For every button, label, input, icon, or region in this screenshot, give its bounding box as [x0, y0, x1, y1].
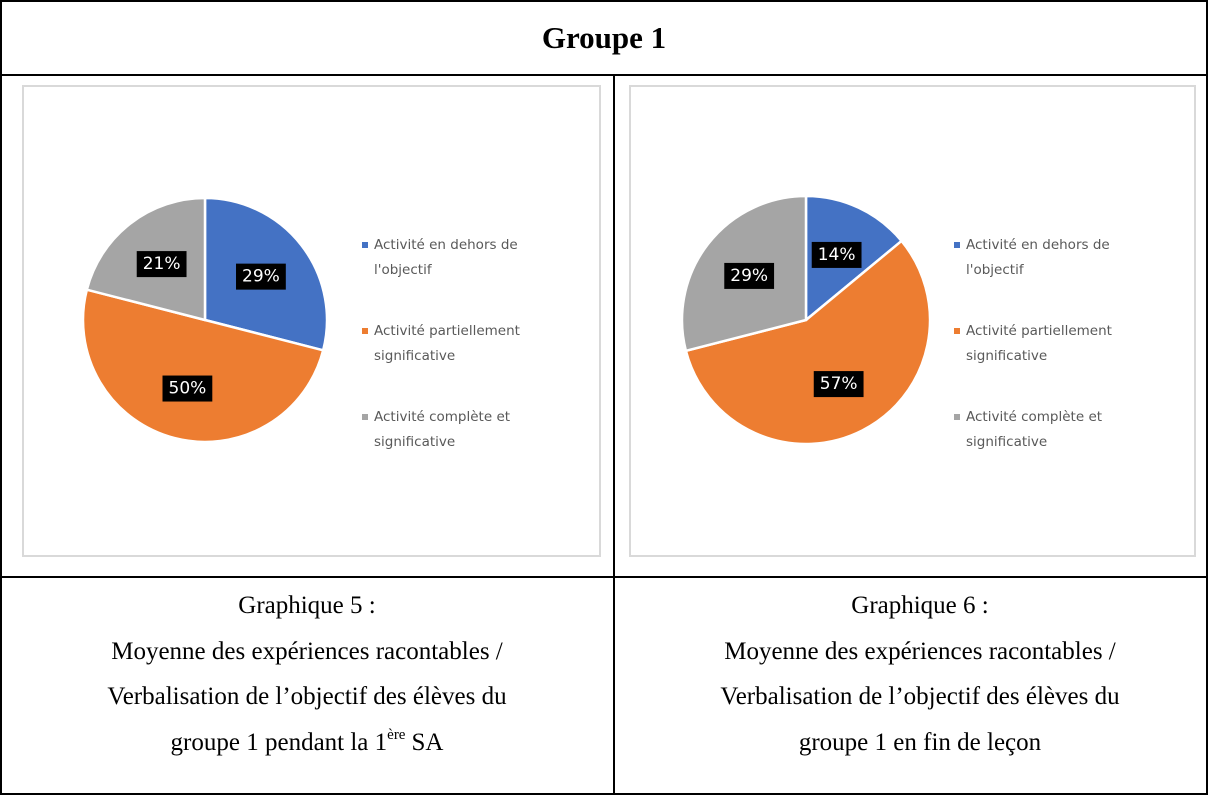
chart-box — [22, 85, 601, 557]
pie-slice — [81, 288, 325, 444]
border — [613, 75, 615, 795]
legend-swatch — [362, 328, 368, 334]
caption-sup: ère — [387, 726, 406, 743]
data-label-text: 29% — [242, 267, 280, 287]
legend: Activité en dehors de l'objectif Activité… — [362, 233, 547, 491]
caption: Graphique 5 : Moyenne des expériences rac… — [1, 583, 613, 765]
data-label-bg — [236, 263, 286, 290]
data-label-text: 21% — [143, 254, 181, 274]
data-label-bg — [136, 251, 187, 278]
legend-swatch — [362, 414, 368, 420]
data-label: 14% — [811, 241, 862, 268]
legend-label: Activité partiellement significative — [374, 323, 520, 364]
caption-line: Verbalisation de l’objectif des élèves d… — [1, 674, 613, 720]
caption-text: groupe 1 pendant la 1 — [170, 728, 388, 756]
legend-label: Activité complète et significative — [374, 409, 511, 450]
caption-line: groupe 1 en fin de leçon — [614, 720, 1208, 766]
caption-text: Verbalisation de l’objectif des élèves d… — [720, 683, 1120, 710]
caption-tail: SA — [411, 728, 444, 756]
data-label-bg — [811, 241, 862, 268]
legend: Activité en dehors de l'objectif Activité… — [954, 233, 1139, 491]
legend-label: Activité en dehors de l'objectif — [374, 237, 518, 278]
data-label: 50% — [162, 375, 213, 402]
legend-item: Activité en dehors de l'objectif — [362, 233, 547, 283]
legend-item: Activité complète et significative — [954, 405, 1139, 455]
data-label-text: 57% — [820, 374, 858, 394]
data-label-text: 50% — [169, 379, 207, 399]
legend-label: Activité complète et significative — [966, 409, 1103, 450]
caption-line: Moyenne des expériences racontables / — [1, 629, 613, 675]
caption: Graphique 6 : Moyenne des expériences rac… — [614, 583, 1208, 765]
legend-swatch — [362, 242, 368, 248]
border — [0, 793, 1208, 795]
legend-item: Activité partiellement significative — [954, 319, 1139, 369]
caption-label: Graphique 6 : — [851, 592, 989, 619]
pie-slice — [684, 239, 932, 446]
caption-label: Graphique 5 : — [238, 592, 376, 619]
caption-line: Verbalisation de l’objectif des élèves d… — [614, 674, 1208, 720]
legend-swatch — [954, 242, 960, 248]
title: Groupe 1 — [0, 0, 1208, 76]
caption-text: Verbalisation de l’objectif des élèves d… — [107, 683, 507, 710]
caption-text: Moyenne des expériences racontables / — [111, 637, 503, 665]
legend-label: Activité en dehors de l'objectif — [966, 237, 1110, 278]
legend-swatch — [954, 414, 960, 420]
data-label-text: 29% — [730, 266, 768, 286]
chart-box — [629, 85, 1196, 557]
data-label: 57% — [813, 371, 864, 398]
legend-swatch — [954, 328, 960, 334]
data-label-bg — [162, 375, 213, 402]
data-label-text: 14% — [818, 245, 856, 265]
legend-item: Activité en dehors de l'objectif — [954, 233, 1139, 283]
legend-item: Activité partiellement significative — [362, 319, 547, 369]
data-label: 29% — [236, 263, 286, 290]
data-label: 29% — [724, 262, 775, 289]
data-label: 21% — [136, 251, 187, 278]
data-label-bg — [724, 262, 775, 289]
legend-item: Activité complète et significative — [362, 405, 547, 455]
legend-label: Activité partiellement significative — [966, 323, 1112, 364]
border — [0, 576, 1208, 578]
caption-text: Moyenne des expériences racontables / — [724, 637, 1116, 665]
caption-line: groupe 1 pendant la 1ère SA — [1, 720, 613, 766]
data-label-bg — [813, 371, 864, 398]
caption-text: groupe 1 en fin de leçon — [798, 728, 1042, 756]
caption-line: Moyenne des expériences racontables / — [614, 629, 1208, 675]
border — [1206, 75, 1208, 795]
border — [0, 75, 2, 795]
